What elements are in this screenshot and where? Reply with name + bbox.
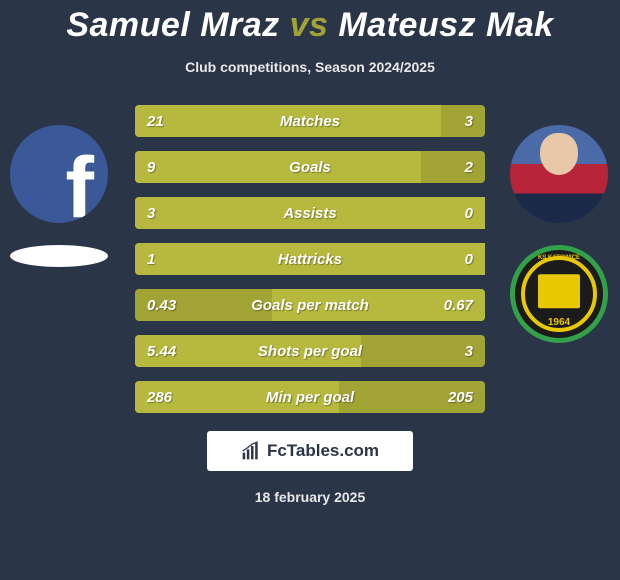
facebook-icon: f: [65, 145, 94, 223]
stat-value-right: 2: [415, 159, 485, 176]
stat-value-left: 1: [135, 251, 205, 268]
title-player2: Mateusz Mak: [338, 6, 553, 44]
stat-label: Goals per match: [205, 297, 415, 314]
player1-club-crest: [10, 245, 108, 267]
stat-row: 3Assists0: [135, 197, 485, 229]
stat-row: 5.44Shots per goal3: [135, 335, 485, 367]
stat-label: Matches: [205, 113, 415, 130]
stat-value-right: 0.67: [415, 297, 485, 314]
left-column: f: [10, 125, 110, 267]
stat-label: Assists: [205, 205, 415, 222]
stat-value-left: 3: [135, 205, 205, 222]
stat-label: Min per goal: [205, 389, 415, 406]
stat-value-left: 21: [135, 113, 205, 130]
footer-badge[interactable]: FcTables.com: [207, 431, 413, 471]
page-title: Samuel Mraz vs Mateusz Mak: [0, 0, 620, 45]
comparison-chart: 21Matches39Goals23Assists01Hattricks00.4…: [135, 105, 485, 413]
title-player1: Samuel Mraz: [66, 6, 279, 44]
stat-row: 0.43Goals per match0.67: [135, 289, 485, 321]
crest-name: KS KATOWICE: [515, 255, 603, 261]
right-column: KS KATOWICE 1964: [510, 125, 610, 365]
stat-value-left: 286: [135, 389, 205, 406]
footer-brand-text: FcTables.com: [267, 441, 379, 461]
date-text: 18 february 2025: [0, 489, 620, 505]
stat-value-left: 9: [135, 159, 205, 176]
player2-club-crest: KS KATOWICE 1964: [510, 245, 608, 343]
crest-badge: [538, 274, 580, 308]
stat-value-right: 0: [415, 205, 485, 222]
stat-value-right: 3: [415, 343, 485, 360]
subtitle: Club competitions, Season 2024/2025: [0, 59, 620, 75]
stat-label: Goals: [205, 159, 415, 176]
stat-value-right: 3: [415, 113, 485, 130]
title-vs: vs: [290, 6, 329, 44]
stat-value-right: 0: [415, 251, 485, 268]
player1-avatar: f: [10, 125, 108, 223]
crest-year: 1964: [515, 317, 603, 328]
stat-row: 1Hattricks0: [135, 243, 485, 275]
stat-value-left: 5.44: [135, 343, 205, 360]
stat-row: 9Goals2: [135, 151, 485, 183]
stat-row: 286Min per goal205: [135, 381, 485, 413]
player2-avatar: [510, 125, 608, 223]
stat-value-right: 205: [415, 389, 485, 406]
stat-value-left: 0.43: [135, 297, 205, 314]
fctables-logo-icon: [241, 441, 261, 461]
stat-label: Hattricks: [205, 251, 415, 268]
stat-row: 21Matches3: [135, 105, 485, 137]
stat-label: Shots per goal: [205, 343, 415, 360]
